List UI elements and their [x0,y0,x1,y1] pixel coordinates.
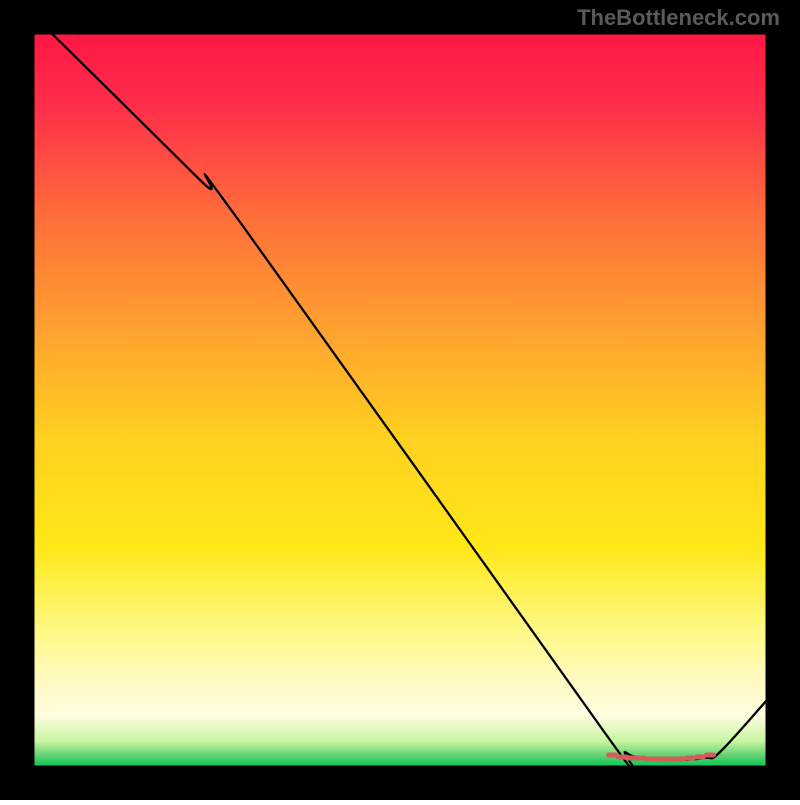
chart-container: TheBottleneck.com [0,0,800,800]
watermark-text: TheBottleneck.com [577,5,780,31]
bottleneck-chart [0,0,800,800]
